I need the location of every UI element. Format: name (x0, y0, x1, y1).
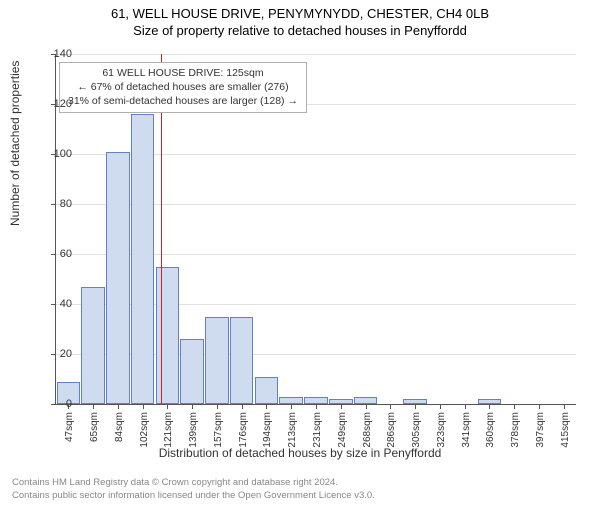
x-tick-mark (366, 404, 367, 409)
histogram-bar (354, 397, 378, 405)
histogram-bar (255, 377, 279, 405)
x-tick-mark (564, 404, 565, 409)
x-tick-mark (440, 404, 441, 409)
y-tick-label: 20 (32, 348, 72, 360)
x-tick-label: 286sqm (386, 412, 397, 448)
x-tick-label: 378sqm (510, 412, 521, 448)
y-tick-label: 40 (32, 298, 72, 310)
footer: Contains HM Land Registry data © Crown c… (12, 477, 375, 502)
annotation-box: 61 WELL HOUSE DRIVE: 125sqm ← 67% of det… (59, 62, 307, 113)
x-tick-label: 176sqm (238, 412, 249, 448)
y-tick-label: 60 (32, 248, 72, 260)
x-tick-label: 194sqm (262, 412, 273, 448)
chart-area: 61 WELL HOUSE DRIVE: 125sqm ← 67% of det… (55, 54, 575, 404)
x-tick-mark (341, 404, 342, 409)
x-tick-label: 341sqm (461, 412, 472, 448)
y-tick-label: 100 (32, 148, 72, 160)
x-tick-mark (192, 404, 193, 409)
histogram-bar (205, 317, 229, 405)
chart-container: 61, WELL HOUSE DRIVE, PENYMYNYDD, CHESTE… (0, 6, 600, 506)
y-tick-label: 0 (32, 398, 72, 410)
x-tick-label: 249sqm (337, 412, 348, 448)
y-tick-label: 140 (32, 48, 72, 60)
x-tick-label: 360sqm (485, 412, 496, 448)
x-tick-mark (465, 404, 466, 409)
title-line-1: 61, WELL HOUSE DRIVE, PENYMYNYDD, CHESTE… (0, 6, 600, 21)
x-tick-mark (390, 404, 391, 409)
x-tick-mark (93, 404, 94, 409)
x-tick-label: 305sqm (411, 412, 422, 448)
x-tick-label: 65sqm (89, 412, 100, 442)
x-tick-mark (514, 404, 515, 409)
y-tick-label: 120 (32, 98, 72, 110)
histogram-bar (131, 114, 155, 404)
y-tick-label: 80 (32, 198, 72, 210)
title-line-2: Size of property relative to detached ho… (0, 23, 600, 38)
grid-line (56, 54, 576, 55)
x-tick-label: 213sqm (287, 412, 298, 448)
x-tick-mark (118, 404, 119, 409)
x-tick-label: 268sqm (362, 412, 373, 448)
x-tick-mark (316, 404, 317, 409)
annotation-line-2: ← 67% of detached houses are smaller (27… (68, 80, 298, 94)
y-axis-label: Number of detached properties (8, 61, 22, 226)
x-tick-label: 231sqm (312, 412, 323, 448)
x-tick-label: 157sqm (213, 412, 224, 448)
footer-line-1: Contains HM Land Registry data © Crown c… (12, 477, 375, 489)
x-tick-mark (539, 404, 540, 409)
annotation-line-3: 31% of semi-detached houses are larger (… (68, 94, 298, 108)
histogram-bar (279, 397, 303, 405)
x-tick-mark (217, 404, 218, 409)
x-tick-mark (143, 404, 144, 409)
x-tick-label: 139sqm (188, 412, 199, 448)
x-tick-mark (415, 404, 416, 409)
histogram-bar (230, 317, 254, 405)
histogram-bar (156, 267, 180, 405)
x-tick-mark (291, 404, 292, 409)
x-axis-label: Distribution of detached houses by size … (0, 446, 600, 460)
histogram-bar (81, 287, 105, 405)
x-tick-label: 323sqm (436, 412, 447, 448)
x-tick-label: 415sqm (560, 412, 571, 448)
x-tick-label: 102sqm (139, 412, 150, 448)
x-tick-label: 397sqm (535, 412, 546, 448)
histogram-bar (180, 339, 204, 404)
x-tick-label: 84sqm (114, 412, 125, 442)
x-tick-mark (266, 404, 267, 409)
annotation-line-1: 61 WELL HOUSE DRIVE: 125sqm (68, 66, 298, 80)
histogram-bar (304, 397, 328, 405)
x-tick-label: 47sqm (64, 412, 75, 442)
x-tick-mark (167, 404, 168, 409)
x-tick-mark (489, 404, 490, 409)
footer-line-2: Contains public sector information licen… (12, 490, 375, 502)
histogram-bar (106, 152, 130, 405)
x-tick-mark (242, 404, 243, 409)
x-tick-label: 121sqm (163, 412, 174, 448)
